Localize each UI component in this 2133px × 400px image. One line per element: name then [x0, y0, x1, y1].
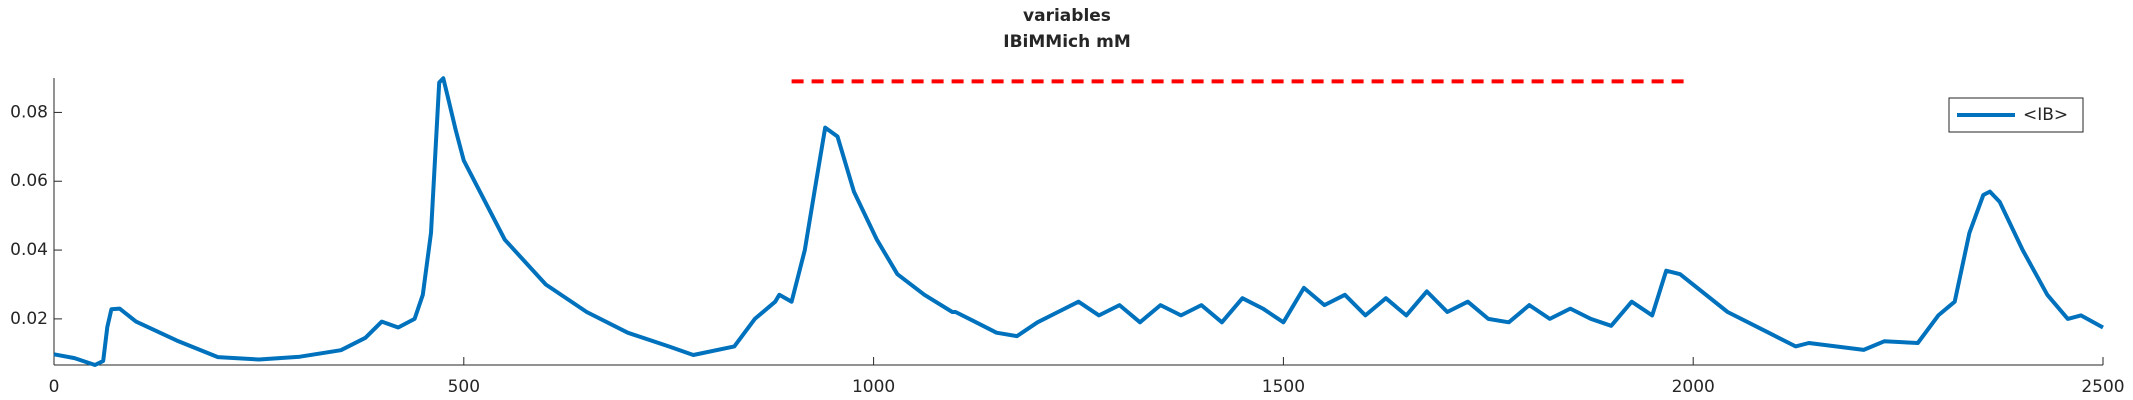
chart-subtitle: IBiMMich mM	[1003, 32, 1131, 52]
y-tick-label: 0.02	[10, 309, 48, 329]
legend-label: <IB>	[2023, 105, 2068, 125]
y-tick-label: 0.08	[10, 102, 48, 122]
x-tick-label: 500	[448, 377, 480, 397]
x-tick-label: 2000	[1672, 377, 1715, 397]
data-line	[53, 76, 2104, 367]
chart-title: variables	[1023, 6, 1111, 26]
y-tick-label: 0.06	[10, 171, 48, 191]
x-tick-label: 1500	[1262, 377, 1305, 397]
x-tick-label: 2500	[2081, 377, 2124, 397]
x-tick-label: 0	[49, 377, 60, 397]
x-tick-label: 1000	[852, 377, 895, 397]
y-tick-label: 0.04	[10, 240, 48, 260]
